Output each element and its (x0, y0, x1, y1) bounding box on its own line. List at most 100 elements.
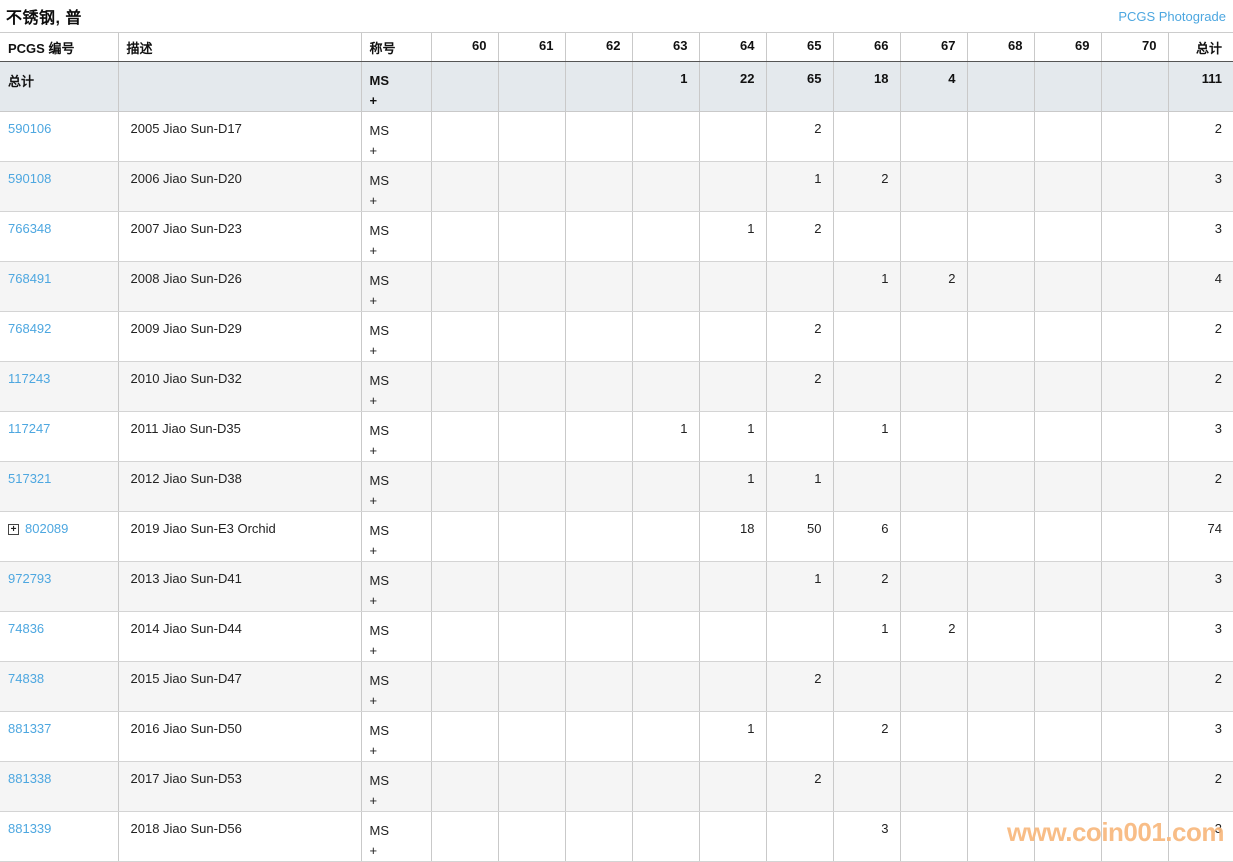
row-total-cell: 3 (1167, 811, 1233, 862)
grade-70-cell (1100, 261, 1168, 312)
grade-65-cell: 1 (765, 461, 833, 512)
column-header-grade-66: 66 (832, 32, 900, 62)
grade-69-cell (1033, 461, 1101, 512)
pcgs-number-cell: 881337 (0, 711, 118, 762)
population-table: PCGS 编号 描述 称号 60 61 62 63 64 65 66 67 68 69 70 总计 总计 M… (0, 32, 1233, 862)
photograde-link[interactable]: PCGS Photograde (1118, 8, 1226, 24)
pcgs-number-link[interactable]: 972793 (8, 571, 52, 586)
grade-64-cell: 1 (698, 211, 766, 262)
pcgs-number-link[interactable]: 802089 (25, 521, 69, 536)
table-row: 881338 2017 Jiao Sun-D53 MS +2 2 (0, 761, 1233, 812)
designation-cell: MS + (360, 761, 431, 812)
pcgs-number-link[interactable]: 117247 (8, 421, 51, 436)
pcgs-number-link[interactable]: 766348 (8, 221, 52, 236)
pcgs-number-link[interactable]: 74836 (8, 621, 45, 636)
pcgs-number-link[interactable]: 74838 (8, 671, 45, 686)
grade-65-cell (765, 411, 833, 462)
pcgs-number-cell: 590106 (0, 111, 118, 162)
grade-68-cell (966, 361, 1034, 412)
pcgs-number-cell: 881339 (0, 811, 118, 862)
pcgs-number-link[interactable]: 881338 (8, 771, 52, 786)
top-bar: 不锈钢, 普 PCGS Photograde (0, 0, 1233, 32)
pcgs-number-link[interactable]: 517321 (8, 471, 52, 486)
designation-cell: MS + (360, 611, 431, 662)
column-header-designation: 称号 (360, 32, 431, 62)
grade-66-cell (832, 361, 900, 412)
table-row: 74836 2014 Jiao Sun-D44 MS +1 2 3 (0, 611, 1233, 662)
row-total-cell: 3 (1167, 411, 1233, 462)
grade-64-cell (698, 611, 766, 662)
grade-62-cell (564, 811, 632, 862)
designation-line: + (369, 443, 378, 458)
table-row: 517321 2012 Jiao Sun-D38 MS +1 1 2 (0, 461, 1233, 512)
grade-65-cell (765, 811, 833, 862)
description-cell: 2014 Jiao Sun-D44 (117, 611, 361, 662)
total-grade-68-cell (966, 61, 1034, 112)
pcgs-number-link[interactable]: 117243 (8, 371, 51, 386)
grade-60-cell (430, 411, 498, 462)
description-cell: 2012 Jiao Sun-D38 (117, 461, 361, 512)
designation-cell: MS + (360, 661, 431, 712)
grade-60-cell (430, 311, 498, 362)
designation-line: + (369, 393, 378, 408)
pcgs-number-link[interactable]: 590108 (8, 171, 52, 186)
column-header-grade-61: 61 (497, 32, 565, 62)
grade-63-cell (631, 561, 699, 612)
pcgs-number-link[interactable]: 768491 (8, 271, 52, 286)
grade-69-cell (1033, 711, 1101, 762)
row-total-cell: 3 (1167, 611, 1233, 662)
grade-63-cell (631, 511, 699, 562)
total-grade-64-cell: 22 (698, 61, 766, 112)
grade-65-cell: 2 (765, 111, 833, 162)
grade-70-cell (1100, 761, 1168, 812)
pcgs-number-link[interactable]: 590106 (8, 121, 52, 136)
grade-60-cell (430, 111, 498, 162)
column-header-grade-63: 63 (631, 32, 699, 62)
grade-60-cell (430, 711, 498, 762)
designation-line: MS (369, 523, 390, 538)
grade-62-cell (564, 161, 632, 212)
pcgs-number-cell: 117247 (0, 411, 118, 462)
grade-67-cell (899, 361, 967, 412)
designation-line: MS (369, 823, 390, 838)
table-row: 881337 2016 Jiao Sun-D50 MS +1 2 3 (0, 711, 1233, 762)
grade-67-cell (899, 111, 967, 162)
grade-66-cell (832, 761, 900, 812)
grade-64-cell: 1 (698, 461, 766, 512)
grade-67-cell (899, 211, 967, 262)
pcgs-number-cell: 117243 (0, 361, 118, 412)
expand-icon[interactable]: + (8, 524, 19, 535)
pcgs-number-cell: 74838 (0, 661, 118, 712)
grade-65-cell: 2 (765, 761, 833, 812)
grade-65-cell: 1 (765, 561, 833, 612)
total-grade-60-cell (430, 61, 498, 112)
grade-64-cell (698, 661, 766, 712)
designation-cell: MS + (360, 511, 431, 562)
column-header-grade-64: 64 (698, 32, 766, 62)
grade-70-cell (1100, 711, 1168, 762)
grade-67-cell: 2 (899, 261, 967, 312)
grade-69-cell (1033, 161, 1101, 212)
designation-line: + (369, 793, 378, 808)
grade-65-cell: 2 (765, 361, 833, 412)
grade-66-cell (832, 211, 900, 262)
pcgs-number-link[interactable]: 768492 (8, 321, 52, 336)
pcgs-number-link[interactable]: 881339 (8, 821, 52, 836)
grade-70-cell (1100, 361, 1168, 412)
designation-cell: MS + (360, 311, 431, 362)
column-header-description: 描述 (117, 32, 361, 62)
pcgs-number-cell: +802089 (0, 511, 118, 562)
total-designation-cell: MS + (360, 61, 431, 112)
grade-62-cell (564, 511, 632, 562)
grade-63-cell: 1 (631, 411, 699, 462)
grade-66-cell: 2 (832, 561, 900, 612)
grade-68-cell (966, 311, 1034, 362)
pcgs-number-link[interactable]: 881337 (8, 721, 52, 736)
grade-61-cell (497, 211, 565, 262)
designation-line: MS (369, 623, 390, 638)
grade-66-cell: 6 (832, 511, 900, 562)
designation-line: MS (369, 773, 390, 788)
grade-67-cell (899, 561, 967, 612)
row-total-cell: 3 (1167, 211, 1233, 262)
table-row: +802089 2019 Jiao Sun-E3 Orchid MS +18 50 6 74 (0, 511, 1233, 562)
